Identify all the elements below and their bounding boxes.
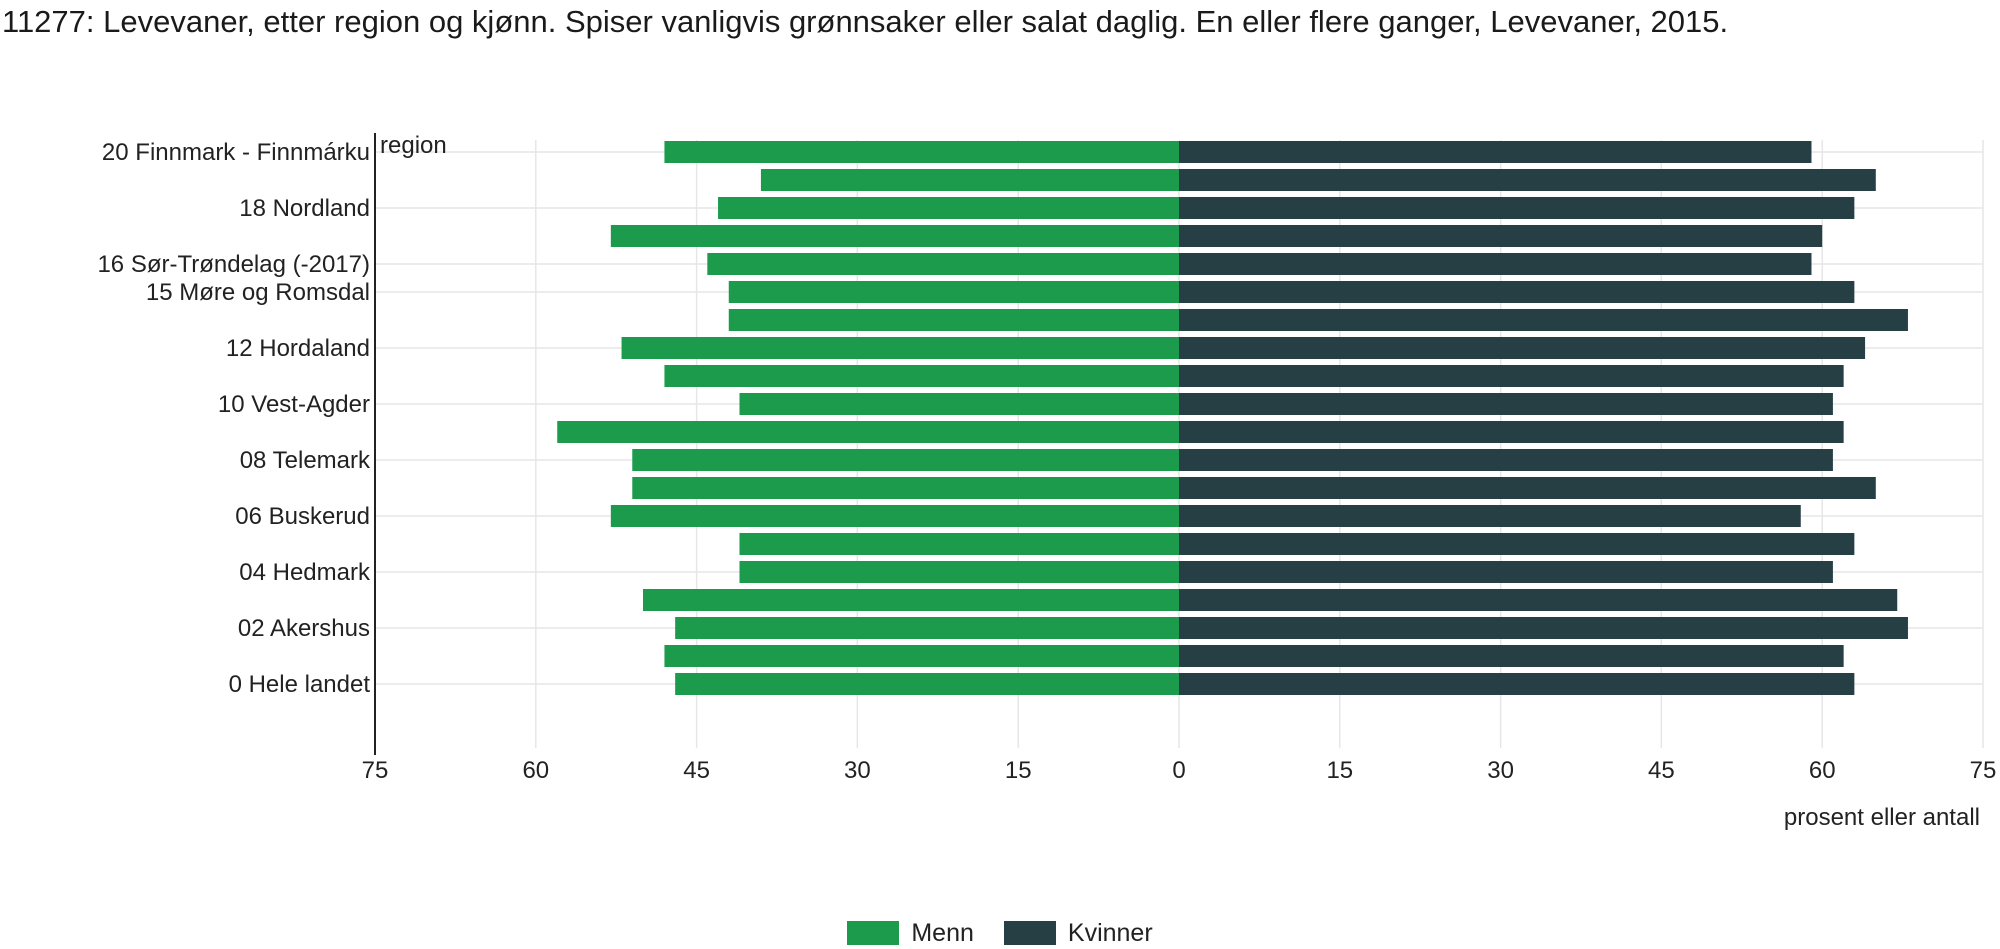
value-tick-label: 75 [1970,757,1997,784]
bar-kvinner [1179,225,1823,247]
bar-kvinner [1179,617,1908,639]
bar-menn [664,141,1179,163]
bar-kvinner [1179,393,1833,415]
bar-kvinner [1179,449,1833,471]
bar-menn [728,281,1179,303]
bar-kvinner [1179,561,1833,583]
bar-kvinner [1179,533,1855,555]
category-tick-label: 10 Vest-Agder [218,391,370,418]
bar-kvinner [1179,645,1844,667]
bar-kvinner [1179,505,1801,527]
category-tick-label: 08 Telemark [240,447,371,474]
value-tick-label: 45 [683,757,710,784]
bar-kvinner [1179,169,1876,191]
axes: 75 60 45 30 15 0 15 30 45 60 75 20 Finnmark - Finnm… [97,133,1996,784]
bar-menn [557,421,1179,443]
value-tick-label: 0 [1172,757,1185,784]
bar-menn [760,169,1179,191]
bar-menn [610,505,1179,527]
bar-menn [739,561,1179,583]
bar-kvinner [1179,589,1898,611]
legend-label: Menn [911,918,974,947]
category-tick-label: 18 Nordland [239,195,370,222]
bar-menn [739,393,1179,415]
chart-title: 11277: Levevaner, etter region og kjønn.… [2,4,1729,39]
value-tick-label: 45 [1648,757,1675,784]
bar-menn [718,197,1179,219]
category-tick-label: 0 Hele landet [229,671,371,698]
bar-menn [664,365,1179,387]
legend-item-kvinner[interactable]: Kvinner [1003,918,1153,948]
category-tick-label: 12 Hordaland [226,335,370,362]
bar-kvinner [1179,477,1876,499]
bar-menn [707,253,1179,275]
value-tick-label: 60 [522,757,549,784]
bar-kvinner [1179,309,1908,331]
value-axis-title: prosent eller antall [1784,804,1980,831]
legend-item-menn[interactable]: Menn [847,919,974,948]
value-tick-label: 15 [1326,757,1353,784]
category-tick-label: 15 Møre og Romsdal [146,279,370,306]
bar-menn [675,617,1179,639]
bars [557,141,1908,695]
bar-menn [675,673,1179,695]
value-tick-label: 30 [1487,757,1514,784]
bar-kvinner [1179,197,1855,219]
legend: Menn Kvinner [0,918,2000,948]
legend-swatch [1003,921,1056,945]
bar-menn [621,337,1179,359]
category-tick-label: 16 Sør-Trøndelag (-2017) [97,251,370,278]
value-tick-label: 30 [844,757,871,784]
bar-menn [739,533,1179,555]
bar-kvinner [1179,281,1855,303]
category-tick-label: 20 Finnmark - Finnmárku [102,139,370,166]
category-tick-label: 02 Akershus [238,615,370,642]
bar-kvinner [1179,253,1812,275]
value-tick-label: 60 [1809,757,1836,784]
bar-menn [664,645,1179,667]
value-tick-label: 75 [362,757,389,784]
category-axis-title: region [380,132,447,159]
bar-menn [610,225,1179,247]
bar-kvinner [1179,421,1844,443]
bar-kvinner [1179,337,1866,359]
bar-menn [728,309,1179,331]
bar-menn [632,449,1179,471]
category-tick-label: 04 Hedmark [239,559,371,586]
bar-menn [643,589,1179,611]
bar-kvinner [1179,673,1855,695]
category-tick-label: 06 Buskerud [235,503,370,530]
bar-menn [632,477,1179,499]
legend-swatch [847,921,900,945]
legend-label: Kvinner [1067,918,1153,947]
value-tick-label: 15 [1005,757,1032,784]
bar-kvinner [1179,141,1812,163]
bar-kvinner [1179,365,1844,387]
